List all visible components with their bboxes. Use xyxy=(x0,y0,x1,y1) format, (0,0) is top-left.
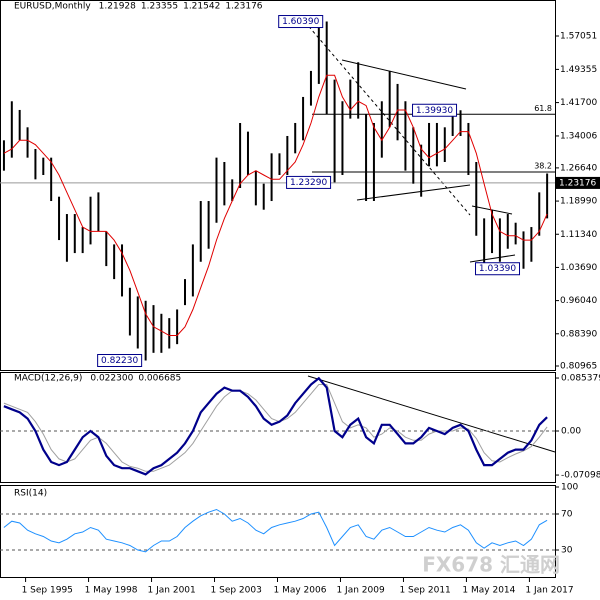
x-tick-label: 1 Sep 1995 xyxy=(22,586,73,596)
y-tick-label: 0.00 xyxy=(561,427,581,437)
fib-label: 61.8 xyxy=(534,104,552,113)
panel-title: EURUSD,Monthly xyxy=(14,2,91,12)
panel-title: MACD(12,26,9) xyxy=(14,374,82,384)
price-label: 1.60390 xyxy=(282,17,319,27)
y-tick-label: 0.085379 xyxy=(561,374,600,384)
watermark: FX678 汇通网 xyxy=(422,553,560,577)
rsi-panel xyxy=(0,485,556,578)
indicator-line xyxy=(3,376,548,476)
y-tick-label: 1.41700 xyxy=(560,98,597,108)
x-tick-label: 1 Sep 2003 xyxy=(211,586,262,596)
price-label: 1.39930 xyxy=(416,106,453,116)
y-tick-label: 0.88390 xyxy=(560,329,597,339)
header-value: 1.21542 xyxy=(183,2,220,12)
price-label-box xyxy=(475,262,521,276)
trendline xyxy=(469,254,516,263)
price-label-box xyxy=(286,175,332,189)
indicator-line xyxy=(3,384,548,472)
y-tick-label: 1.18990 xyxy=(560,197,597,207)
x-tick-label: 1 May 2006 xyxy=(274,586,327,596)
x-tick-label: 1 May 2014 xyxy=(462,586,515,596)
x-tick-label: 1 Jan 2009 xyxy=(336,586,384,596)
price-label: 0.82230 xyxy=(101,356,138,366)
macd-panel xyxy=(0,372,556,483)
y-tick-label: 1.49355 xyxy=(560,65,597,75)
y-tick-label: 0.96040 xyxy=(560,296,597,306)
header-value: 1.21928 xyxy=(99,2,136,12)
header-value: 0.022300 xyxy=(90,374,133,384)
price-label-box xyxy=(278,15,324,29)
y-tick-label: 30 xyxy=(561,546,573,556)
x-tick-label: 1 Sep 2011 xyxy=(399,586,450,596)
current-price-box xyxy=(556,176,600,189)
y-tick-label: 1.26640 xyxy=(560,163,597,173)
trendline xyxy=(341,59,467,90)
price-label-box xyxy=(412,103,458,117)
x-tick-label: 1 May 1998 xyxy=(85,586,138,596)
header-value: 1.23176 xyxy=(225,2,262,12)
y-tick-label: 1.57051 xyxy=(560,32,597,42)
indicator-line xyxy=(3,508,548,553)
x-tick-label: 1 Jan 2001 xyxy=(148,586,196,596)
y-tick-label: 1.11340 xyxy=(560,230,597,240)
price-label: 1.03390 xyxy=(479,264,516,274)
fib-label: 38.2 xyxy=(534,161,552,170)
header-value: 1.23355 xyxy=(141,2,178,12)
header-value: 0.006685 xyxy=(138,374,181,384)
y-tick-label: 1.03690 xyxy=(560,263,597,273)
price-label-box xyxy=(97,354,143,368)
trendline xyxy=(307,375,556,453)
y-tick-label: 70 xyxy=(561,510,573,520)
x-tick-label: 1 Jan 2017 xyxy=(525,586,573,596)
current-price-label: 1.23176 xyxy=(559,178,596,188)
y-tick-label: 1.34006 xyxy=(560,131,597,141)
price-label: 1.23290 xyxy=(290,178,327,188)
price-panel xyxy=(0,0,556,371)
trendline xyxy=(356,184,471,201)
y-tick-label: 0.80965 xyxy=(560,361,597,371)
y-tick-label: -0.070989 xyxy=(561,471,600,481)
panel-title: RSI(14) xyxy=(14,489,47,499)
y-tick-label: 100 xyxy=(561,483,578,493)
moving-average xyxy=(3,74,548,336)
